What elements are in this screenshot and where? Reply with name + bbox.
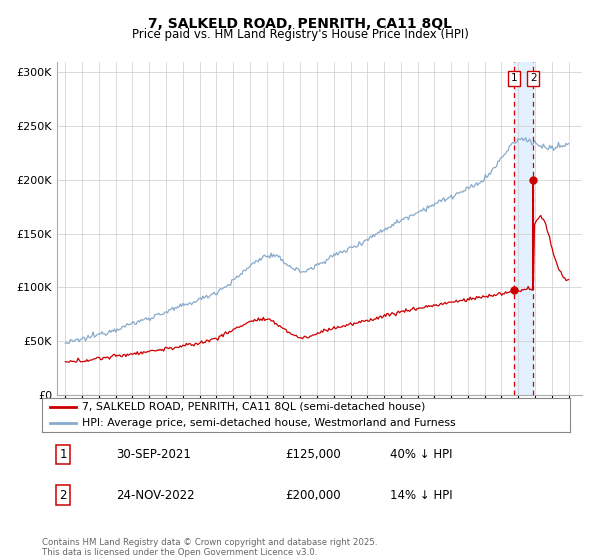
Bar: [514, 62, 533, 395]
Text: 1: 1: [511, 73, 517, 83]
Text: 1: 1: [59, 448, 67, 461]
Text: 40% ↓ HPI: 40% ↓ HPI: [391, 448, 453, 461]
Text: 14% ↓ HPI: 14% ↓ HPI: [391, 489, 453, 502]
Text: £200,000: £200,000: [285, 489, 341, 502]
Text: 7, SALKELD ROAD, PENRITH, CA11 8QL (semi-detached house): 7, SALKELD ROAD, PENRITH, CA11 8QL (semi…: [82, 402, 425, 412]
Text: Price paid vs. HM Land Registry's House Price Index (HPI): Price paid vs. HM Land Registry's House …: [131, 28, 469, 41]
Text: 24-NOV-2022: 24-NOV-2022: [116, 489, 194, 502]
Text: Contains HM Land Registry data © Crown copyright and database right 2025.
This d: Contains HM Land Registry data © Crown c…: [42, 538, 377, 557]
Text: 7, SALKELD ROAD, PENRITH, CA11 8QL: 7, SALKELD ROAD, PENRITH, CA11 8QL: [148, 17, 452, 31]
Text: 30-SEP-2021: 30-SEP-2021: [116, 448, 191, 461]
Text: £125,000: £125,000: [285, 448, 341, 461]
Text: HPI: Average price, semi-detached house, Westmorland and Furness: HPI: Average price, semi-detached house,…: [82, 418, 455, 428]
Text: 2: 2: [59, 489, 67, 502]
Text: 2: 2: [530, 73, 536, 83]
